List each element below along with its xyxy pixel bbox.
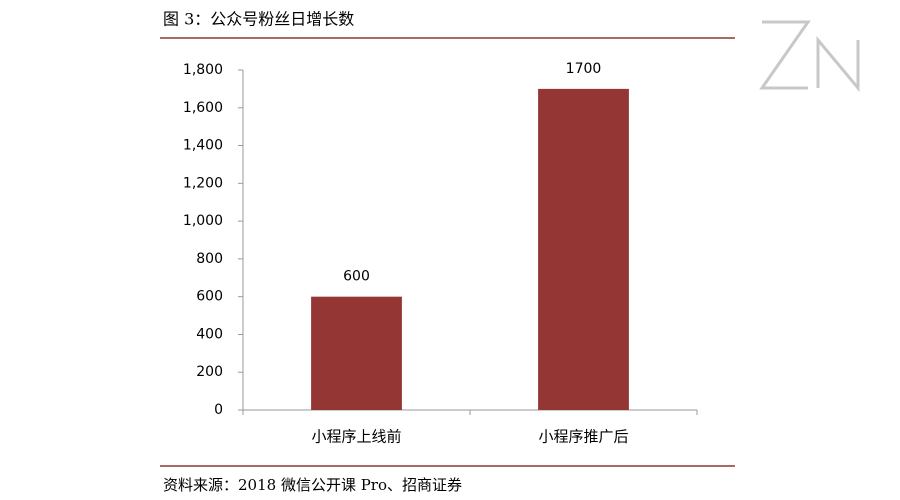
y-tick-label: 600 [196,289,223,305]
y-tick-label: 1,600 [183,100,223,116]
y-tick-label: 400 [196,326,223,342]
y-tick-label: 1,400 [183,138,223,154]
y-tick-label: 200 [196,364,223,380]
y-tick-label: 1,800 [183,62,223,78]
y-tick-label: 0 [214,402,223,418]
logo [759,20,860,93]
bar [538,88,629,410]
x-tick-label: 小程序推广后 [538,428,628,446]
y-tick-label: 1,200 [183,175,223,191]
value-label: 600 [343,269,370,285]
y-tick-label: 800 [196,251,223,267]
value-label: 1700 [566,61,602,77]
bar [311,296,402,410]
source-note: 资料来源：2018 微信公开课 Pro、招商证券 [163,476,462,494]
x-tick-label: 小程序上线前 [311,428,401,446]
chart-title: 图 3：公众号粉丝日增长数 [163,10,354,29]
y-tick-label: 1,000 [183,213,223,229]
